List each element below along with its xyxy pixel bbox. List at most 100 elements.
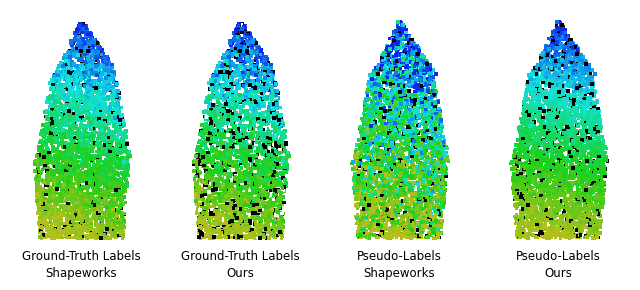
Point — [552, 200, 562, 205]
Point — [360, 143, 371, 147]
Point — [371, 77, 381, 82]
Point — [506, 167, 516, 171]
Point — [572, 198, 582, 203]
Point — [104, 83, 115, 87]
Point — [404, 35, 414, 39]
Point — [520, 103, 530, 108]
Point — [34, 204, 44, 209]
Point — [193, 153, 203, 157]
Point — [259, 120, 269, 124]
Point — [246, 116, 257, 120]
Point — [421, 207, 431, 212]
Point — [271, 126, 281, 130]
Point — [42, 215, 52, 220]
Point — [374, 152, 385, 157]
Point — [378, 139, 388, 144]
Point — [223, 73, 234, 78]
Point — [85, 44, 95, 48]
Point — [401, 168, 412, 173]
Point — [396, 95, 406, 100]
Point — [417, 86, 428, 91]
Point — [549, 110, 559, 115]
Point — [393, 164, 403, 169]
Point — [241, 61, 251, 66]
Point — [547, 76, 557, 81]
Point — [53, 66, 63, 71]
Point — [584, 136, 595, 140]
Point — [549, 145, 559, 150]
Point — [554, 67, 564, 71]
Point — [245, 223, 255, 227]
Point — [584, 126, 595, 131]
Point — [208, 155, 218, 160]
Point — [250, 87, 260, 91]
Point — [524, 225, 534, 230]
Point — [429, 227, 439, 232]
Point — [225, 63, 236, 68]
Point — [372, 173, 383, 177]
Point — [600, 150, 610, 155]
Point — [540, 74, 550, 79]
Point — [352, 143, 362, 148]
Point — [582, 209, 593, 213]
Point — [590, 219, 600, 223]
Point — [529, 103, 539, 107]
Point — [555, 45, 565, 50]
Point — [589, 169, 599, 173]
Point — [88, 156, 98, 161]
Point — [73, 214, 83, 219]
Point — [578, 71, 588, 75]
Point — [71, 166, 81, 171]
Point — [268, 93, 278, 97]
Point — [204, 96, 214, 101]
Point — [102, 169, 112, 173]
Point — [353, 233, 363, 237]
Point — [116, 113, 127, 117]
Point — [396, 191, 406, 195]
Point — [542, 115, 552, 119]
Point — [220, 75, 230, 79]
Point — [537, 155, 547, 159]
Point — [54, 227, 64, 231]
Point — [599, 156, 609, 161]
Point — [100, 124, 111, 128]
Point — [74, 24, 84, 28]
Point — [511, 216, 521, 220]
Point — [570, 77, 580, 82]
Point — [595, 193, 605, 197]
Point — [420, 145, 430, 149]
Point — [81, 96, 92, 100]
Point — [250, 115, 260, 120]
Point — [559, 131, 569, 135]
Point — [50, 101, 60, 106]
Point — [580, 68, 590, 72]
Point — [531, 197, 541, 202]
Point — [239, 178, 249, 183]
Point — [262, 85, 273, 90]
Point — [568, 107, 578, 112]
Point — [231, 115, 241, 120]
Point — [522, 199, 532, 203]
Point — [566, 229, 577, 234]
Point — [252, 84, 262, 88]
Point — [365, 232, 375, 237]
Point — [547, 67, 557, 72]
Point — [226, 182, 236, 186]
Point — [375, 216, 385, 220]
Point — [211, 167, 221, 172]
Point — [120, 129, 130, 134]
Point — [365, 193, 376, 197]
Point — [89, 231, 99, 236]
Point — [587, 79, 597, 84]
Point — [423, 101, 433, 105]
Point — [93, 116, 104, 121]
Point — [357, 125, 367, 129]
Point — [205, 116, 216, 121]
Point — [77, 213, 87, 218]
Point — [380, 108, 390, 113]
Point — [427, 158, 437, 163]
Point — [535, 168, 545, 172]
Point — [67, 206, 77, 211]
Point — [194, 184, 204, 189]
Point — [248, 155, 259, 160]
